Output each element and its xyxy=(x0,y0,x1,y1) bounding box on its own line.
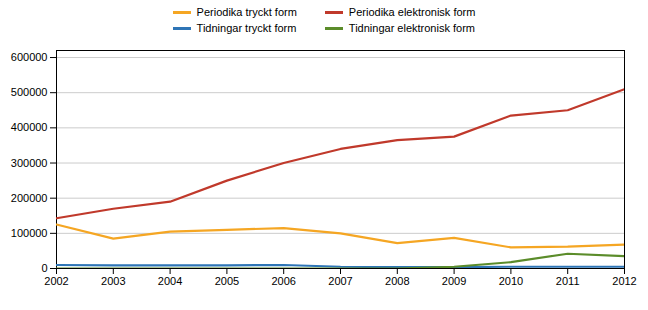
svg-text:2011: 2011 xyxy=(556,275,580,287)
svg-text:2006: 2006 xyxy=(271,275,295,287)
svg-text:2004: 2004 xyxy=(158,275,182,287)
svg-text:2010: 2010 xyxy=(499,275,523,287)
html-text:Periodika elektronisk form: Periodika elektronisk form xyxy=(348,6,476,18)
svg-text:300000: 300000 xyxy=(11,157,48,169)
svg-text:400000: 400000 xyxy=(11,121,48,133)
svg-text:2008: 2008 xyxy=(385,275,409,287)
svg-text:500000: 500000 xyxy=(11,86,48,98)
html-text:Periodika tryckt form: Periodika tryckt form xyxy=(196,6,297,18)
svg-text:2002: 2002 xyxy=(44,275,68,287)
svg-text:2005: 2005 xyxy=(215,275,239,287)
svg-text:100000: 100000 xyxy=(11,227,48,239)
svg-text:600000: 600000 xyxy=(11,51,48,63)
html-text:Tidningar elektronisk form: Tidningar elektronisk form xyxy=(348,22,475,34)
html-text:Tidningar tryckt form: Tidningar tryckt form xyxy=(196,22,297,34)
svg-text:200000: 200000 xyxy=(11,192,48,204)
svg-text:2007: 2007 xyxy=(328,275,352,287)
svg-text:2012: 2012 xyxy=(612,275,636,287)
svg-text:2009: 2009 xyxy=(442,275,466,287)
svg-text:2003: 2003 xyxy=(101,275,125,287)
svg-text:0: 0 xyxy=(41,262,47,274)
